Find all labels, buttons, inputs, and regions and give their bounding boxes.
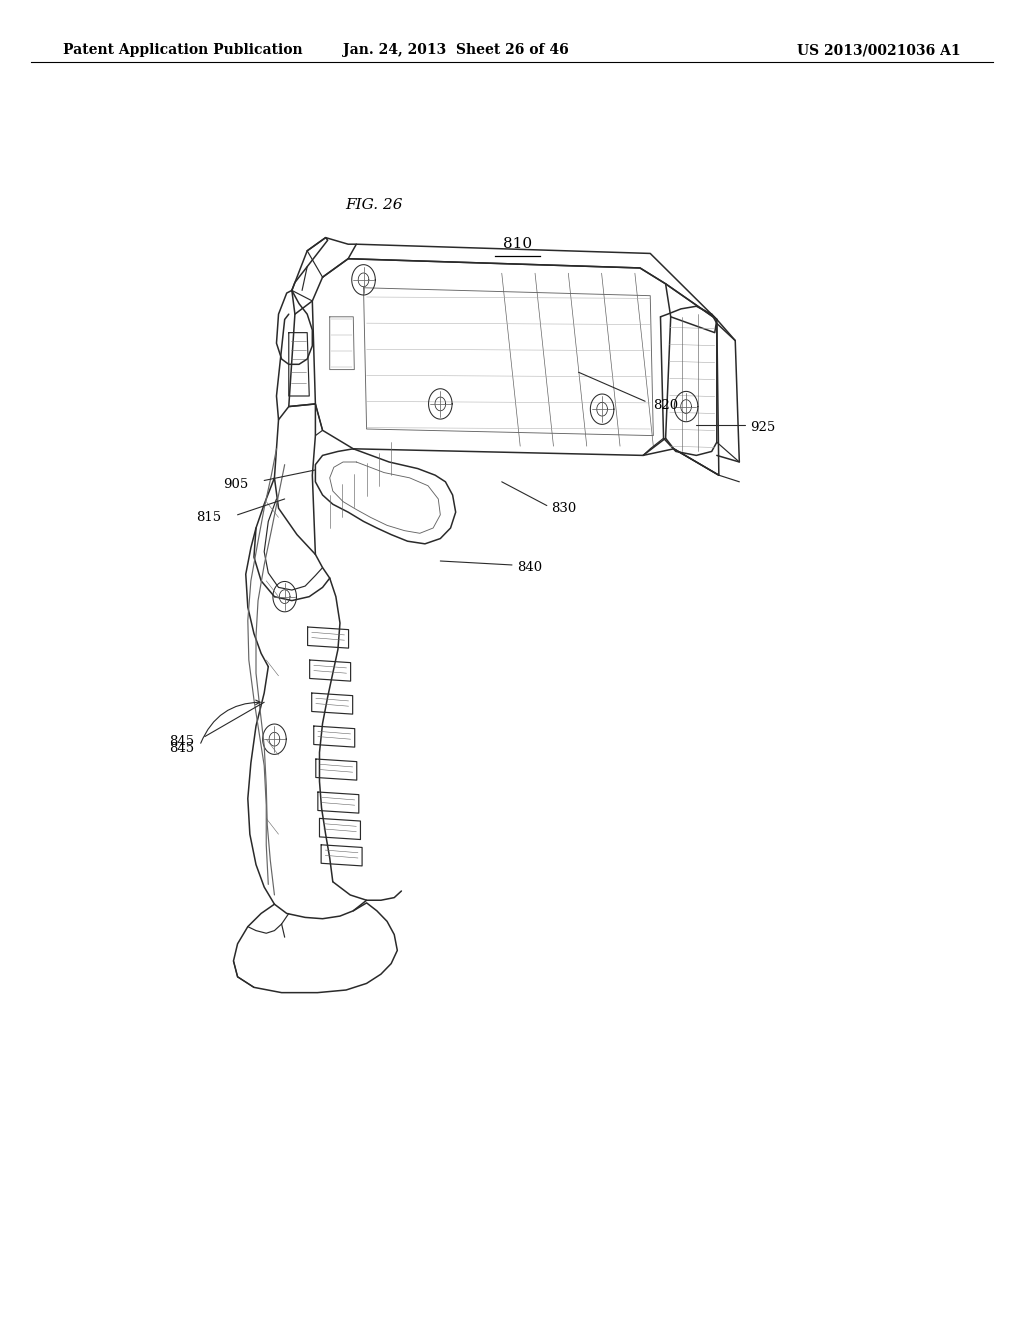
Text: Patent Application Publication: Patent Application Publication (63, 44, 303, 57)
Text: 845: 845 (169, 742, 195, 755)
Text: 905: 905 (223, 478, 249, 491)
Text: 840: 840 (517, 561, 543, 574)
Text: 815: 815 (197, 511, 222, 524)
Text: 830: 830 (551, 502, 577, 515)
Text: 820: 820 (653, 399, 679, 412)
Text: US 2013/0021036 A1: US 2013/0021036 A1 (797, 44, 961, 57)
Text: FIG. 26: FIG. 26 (345, 198, 402, 211)
Text: 845: 845 (169, 735, 195, 748)
Text: 925: 925 (751, 421, 776, 434)
Text: Jan. 24, 2013  Sheet 26 of 46: Jan. 24, 2013 Sheet 26 of 46 (343, 44, 568, 57)
Text: 810: 810 (503, 236, 531, 251)
